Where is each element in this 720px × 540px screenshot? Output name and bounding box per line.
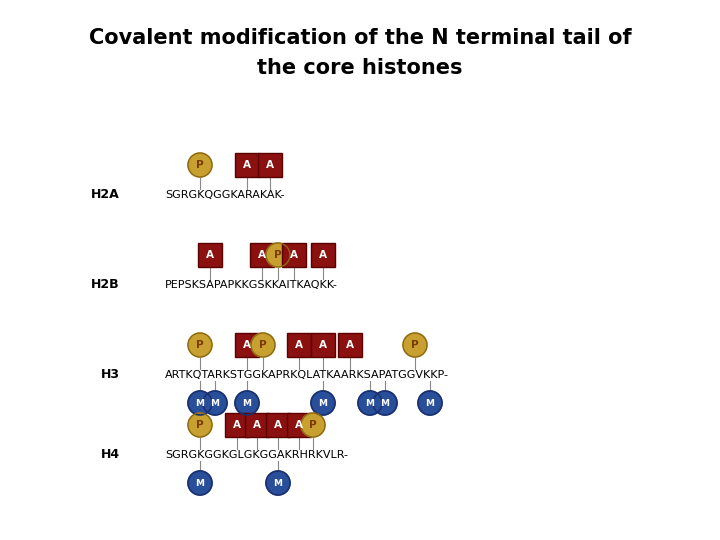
Circle shape <box>403 333 427 357</box>
Text: M: M <box>210 399 220 408</box>
Text: A: A <box>274 420 282 430</box>
FancyBboxPatch shape <box>235 153 259 177</box>
Text: A: A <box>206 250 214 260</box>
Text: P: P <box>196 420 204 430</box>
FancyBboxPatch shape <box>311 243 335 267</box>
Circle shape <box>188 391 212 415</box>
Text: A: A <box>243 160 251 170</box>
FancyBboxPatch shape <box>245 413 269 437</box>
Text: P: P <box>196 160 204 170</box>
FancyBboxPatch shape <box>198 243 222 267</box>
Text: M: M <box>366 399 374 408</box>
Text: A: A <box>253 420 261 430</box>
FancyBboxPatch shape <box>258 153 282 177</box>
Circle shape <box>358 391 382 415</box>
Circle shape <box>188 153 212 177</box>
Circle shape <box>311 391 335 415</box>
Text: SGRGKGGKGLGKGGAKRHRKVLR-: SGRGKGGKGLGKGGAKRHRKVLR- <box>165 450 348 460</box>
Text: M: M <box>426 399 434 408</box>
Circle shape <box>418 391 442 415</box>
Circle shape <box>301 413 325 437</box>
Circle shape <box>188 471 212 495</box>
Text: SGRGKQGGKARAKAK-: SGRGKQGGKARAKAK- <box>165 190 284 200</box>
FancyBboxPatch shape <box>250 243 274 267</box>
Text: A: A <box>258 250 266 260</box>
Text: H2B: H2B <box>91 279 120 292</box>
Text: A: A <box>295 420 303 430</box>
Text: P: P <box>196 340 204 350</box>
FancyBboxPatch shape <box>266 413 290 437</box>
Circle shape <box>235 391 259 415</box>
FancyBboxPatch shape <box>287 413 311 437</box>
Text: M: M <box>380 399 390 408</box>
Text: M: M <box>318 399 328 408</box>
Text: the core histones: the core histones <box>257 58 463 78</box>
Text: H4: H4 <box>101 449 120 462</box>
Text: PEPSKSAPAPKKGSKKAITKAQKK-: PEPSKSAPAPKKGSKKAITKAQKK- <box>165 280 338 290</box>
Circle shape <box>203 391 227 415</box>
Text: A: A <box>346 340 354 350</box>
FancyBboxPatch shape <box>235 333 259 357</box>
Text: A: A <box>290 250 298 260</box>
Text: A: A <box>266 160 274 170</box>
Text: ARTKQTARKSTGGKAPRKQLATKAARKSAPATGGVKKP-: ARTKQTARKSTGGKAPRKQLATKAARKSAPATGGVKKP- <box>165 370 449 380</box>
Circle shape <box>373 391 397 415</box>
Circle shape <box>266 471 290 495</box>
FancyBboxPatch shape <box>287 333 311 357</box>
Text: P: P <box>274 250 282 260</box>
FancyBboxPatch shape <box>282 243 306 267</box>
Circle shape <box>266 243 290 267</box>
Text: Covalent modification of the N terminal tail of: Covalent modification of the N terminal … <box>89 28 631 48</box>
Text: M: M <box>274 478 282 488</box>
Text: A: A <box>243 340 251 350</box>
Text: H3: H3 <box>101 368 120 381</box>
Text: M: M <box>243 399 251 408</box>
Text: P: P <box>309 420 317 430</box>
Text: M: M <box>196 399 204 408</box>
Text: A: A <box>319 340 327 350</box>
Circle shape <box>188 333 212 357</box>
Text: H2A: H2A <box>91 188 120 201</box>
Text: P: P <box>259 340 267 350</box>
Text: M: M <box>196 478 204 488</box>
Circle shape <box>251 333 275 357</box>
FancyBboxPatch shape <box>225 413 249 437</box>
Text: P: P <box>411 340 419 350</box>
Circle shape <box>188 413 212 437</box>
Text: A: A <box>233 420 241 430</box>
FancyBboxPatch shape <box>311 333 335 357</box>
FancyBboxPatch shape <box>338 333 362 357</box>
Text: A: A <box>319 250 327 260</box>
Text: A: A <box>295 340 303 350</box>
